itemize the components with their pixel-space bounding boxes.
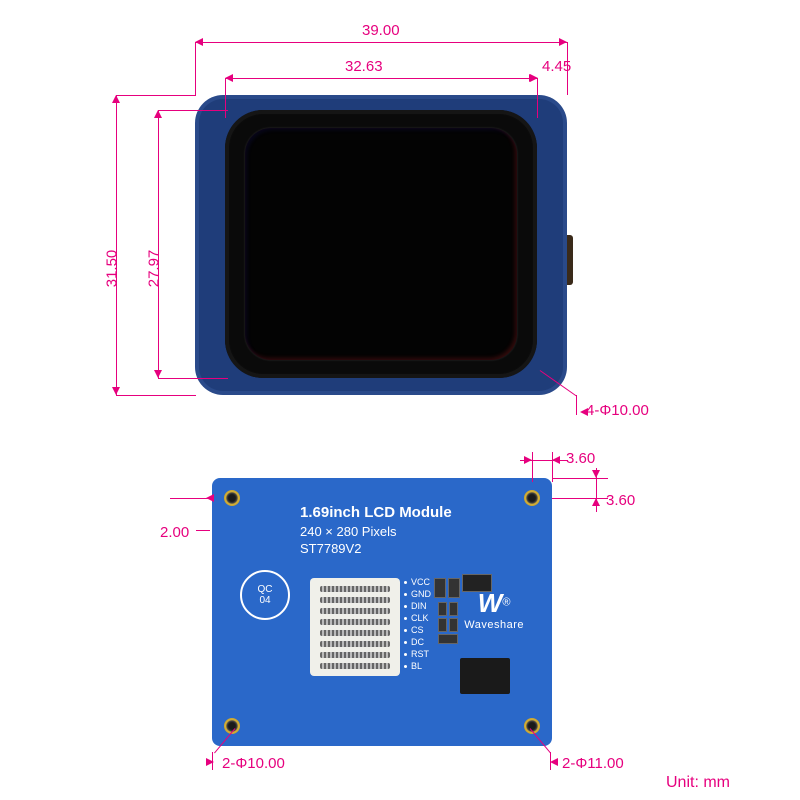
connector-pin xyxy=(320,597,390,603)
logo-mark: W xyxy=(478,588,503,618)
smd xyxy=(434,578,446,598)
silk-resolution: 240 × 280 Pixels xyxy=(300,524,396,539)
dim-arrow xyxy=(524,456,532,464)
smd xyxy=(448,578,460,598)
connector-pin xyxy=(320,663,390,669)
dim-arrow xyxy=(112,95,120,103)
dim-line-ext xyxy=(195,42,196,95)
connector-pin xyxy=(320,619,390,625)
connector-pin xyxy=(320,586,390,592)
dim-label-hole-r: 2-Φ11.00 xyxy=(562,755,624,772)
dim-line xyxy=(195,42,567,43)
dim-line-ext xyxy=(158,378,228,379)
dim-line xyxy=(116,95,117,395)
pin-label: CLK xyxy=(404,612,431,624)
dim-line-ext xyxy=(116,95,196,96)
connector-pin xyxy=(320,608,390,614)
dim-line-ext xyxy=(552,478,608,479)
dim-label-margin-r: 4.45 xyxy=(542,58,571,75)
back-view: 1.69inch LCD Module 240 × 280 Pixels ST7… xyxy=(212,478,552,746)
dim-arrow xyxy=(154,370,162,378)
pin-labels: VCC GND DIN CLK CS DC RST BL xyxy=(404,576,431,672)
qc-badge: QC 04 xyxy=(240,570,290,620)
pin-label: DIN xyxy=(404,600,431,612)
smd xyxy=(438,602,447,616)
connector-pin xyxy=(320,630,390,636)
dim-label-width: 39.00 xyxy=(362,22,400,39)
dim-line-ext xyxy=(532,452,533,482)
dim-arrow xyxy=(206,758,214,766)
front-screen-active xyxy=(245,128,517,360)
dim-arrow xyxy=(592,498,600,506)
fpc-tab xyxy=(567,235,573,285)
connector-pin xyxy=(320,652,390,658)
connector-pin xyxy=(320,641,390,647)
dim-arrow xyxy=(552,456,560,464)
dim-line-ext xyxy=(116,395,196,396)
dim-arrow xyxy=(206,494,214,502)
dim-arrow xyxy=(154,110,162,118)
dim-arrow xyxy=(112,387,120,395)
connector xyxy=(310,578,400,676)
dim-label-inner-width: 32.63 xyxy=(345,58,383,75)
dim-arrow xyxy=(195,38,203,46)
dim-line-ext xyxy=(225,78,226,118)
dim-arrow xyxy=(592,470,600,478)
dim-label-height: 31.50 xyxy=(103,250,120,288)
dim-label-inner-height: 27.97 xyxy=(145,250,162,288)
pin-label: BL xyxy=(404,660,431,672)
front-view xyxy=(195,95,567,395)
qc-label: QC xyxy=(242,584,288,595)
mounting-hole xyxy=(524,490,540,506)
dim-line xyxy=(196,530,210,531)
dim-line-ext xyxy=(158,110,228,111)
dim-label-corner-r: 4-Φ10.00 xyxy=(586,402,649,419)
ic-chip xyxy=(460,658,510,694)
dim-label-margin-y: 3.60 xyxy=(606,492,635,509)
smd xyxy=(449,618,458,632)
dim-line-ext xyxy=(537,78,538,118)
smd xyxy=(449,602,458,616)
silk-driver: ST7789V2 xyxy=(300,541,361,556)
front-screen-bezel xyxy=(225,110,537,378)
dim-arrow xyxy=(550,758,558,766)
dim-arrow xyxy=(559,38,567,46)
dim-arrow xyxy=(225,74,233,82)
dim-line-ext xyxy=(576,395,577,415)
logo-reg: ® xyxy=(502,597,510,609)
dim-line xyxy=(158,110,159,378)
pin-label: DC xyxy=(404,636,431,648)
silk-title: 1.69inch LCD Module xyxy=(300,504,452,521)
pin-label: GND xyxy=(404,588,431,600)
waveshare-logo: W® Waveshare xyxy=(464,588,524,631)
pin-label: VCC xyxy=(404,576,431,588)
dim-arrow xyxy=(530,74,538,82)
dim-line xyxy=(225,78,537,79)
qc-num: 04 xyxy=(242,595,288,606)
pin-label: RST xyxy=(404,648,431,660)
unit-label: Unit: mm xyxy=(666,774,730,792)
pin-label: CS xyxy=(404,624,431,636)
dim-arrow xyxy=(580,408,588,416)
smd xyxy=(438,618,447,632)
smd xyxy=(438,634,458,644)
dim-label-hole-pitch: 2.00 xyxy=(160,524,189,541)
dim-label-margin-x: 3.60 xyxy=(566,450,595,467)
logo-name: Waveshare xyxy=(464,619,524,631)
dim-label-hole-l: 2-Φ10.00 xyxy=(222,755,285,772)
mounting-hole xyxy=(224,490,240,506)
